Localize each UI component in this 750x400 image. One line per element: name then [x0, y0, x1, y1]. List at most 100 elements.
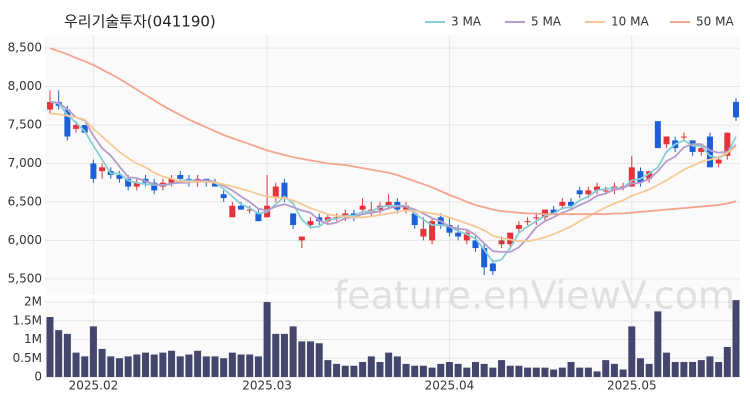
candle-body: [298, 236, 305, 241]
volume-bar: [194, 350, 202, 377]
volume-bar: [98, 348, 106, 377]
y-tick-label: 6,000: [8, 233, 42, 247]
volume-bar: [498, 360, 506, 377]
volume-bar: [228, 352, 236, 377]
y-tick-label: 8,000: [8, 79, 42, 93]
y-tick-label: 2M: [24, 295, 42, 309]
candle-body: [602, 190, 609, 192]
candle-body: [81, 125, 88, 133]
candle-body: [290, 213, 297, 225]
volume-bar: [584, 367, 592, 377]
volume-bar: [133, 354, 141, 377]
volume-bar: [480, 363, 488, 377]
volume-bar: [185, 354, 193, 377]
volume-bar: [376, 362, 384, 377]
candle-body: [594, 186, 601, 191]
volume-bar: [558, 367, 566, 377]
volume-bar: [419, 365, 427, 377]
candle-body: [463, 232, 470, 241]
candle-body: [385, 201, 392, 206]
y-tick-label: 7,500: [8, 118, 42, 132]
volume-bar: [524, 367, 532, 377]
candle-body: [116, 175, 123, 179]
candle-body: [272, 186, 279, 199]
volume-bar: [471, 362, 479, 377]
candle-body: [524, 221, 531, 223]
volume-bar: [307, 341, 315, 377]
candle-body: [663, 136, 670, 145]
y-tick-label: 8,500: [8, 41, 42, 55]
volume-bar: [732, 300, 740, 377]
volume-bar: [315, 343, 323, 377]
candle-body: [637, 171, 644, 183]
legend-label: 3 MA: [451, 15, 482, 29]
candle-body: [654, 121, 661, 149]
candle-body: [498, 240, 505, 245]
volume-bar: [55, 330, 63, 377]
volume-bar: [46, 317, 54, 377]
volume-bar: [333, 363, 341, 377]
volume-bar: [176, 356, 184, 377]
candle-body: [481, 248, 488, 268]
volume-bar: [280, 333, 288, 377]
candle-body: [489, 263, 496, 272]
volume-bar: [645, 363, 653, 377]
candle-body: [151, 182, 158, 191]
volume-bar: [636, 358, 644, 377]
candle-body: [238, 205, 245, 210]
chart-title: 우리기술투자(041190): [64, 13, 216, 31]
candle-body: [507, 232, 514, 245]
y-tick-label: 1M: [24, 332, 42, 346]
x-tick-label: 2025.05: [607, 379, 657, 393]
volume-bar: [298, 341, 306, 377]
volume-bar: [124, 356, 132, 377]
candle-body: [211, 182, 218, 187]
volume-bar: [567, 362, 575, 377]
volume-bar: [254, 356, 262, 377]
candle-body: [99, 167, 106, 172]
candle-body: [73, 125, 80, 129]
volume-bar: [211, 356, 219, 377]
candle-body: [715, 159, 722, 164]
volume-bar: [72, 352, 80, 377]
candle-body: [646, 171, 653, 179]
candle-body: [550, 209, 557, 214]
volume-bar: [532, 367, 540, 377]
volume-bar: [150, 354, 158, 377]
candle-body: [585, 190, 592, 195]
candle-body: [472, 240, 479, 249]
legend-label: 50 MA: [696, 15, 734, 29]
candle-body: [420, 228, 427, 237]
candle-body: [90, 163, 97, 179]
volume-bar: [89, 326, 97, 377]
volume-bar: [610, 363, 618, 377]
candle-body: [229, 205, 236, 218]
volume-bar: [402, 363, 410, 377]
volume-bar: [671, 362, 679, 377]
volume-bar: [723, 347, 731, 377]
volume-bar: [428, 367, 436, 377]
volume-bar: [142, 352, 150, 377]
x-tick-label: 2025.02: [69, 379, 119, 393]
volume-bar: [341, 365, 349, 377]
ma-line: [49, 101, 737, 253]
volume-bar: [63, 333, 71, 377]
volume-bar: [445, 362, 453, 377]
candle-body: [429, 221, 436, 241]
y-tick-label: 0.5M: [13, 351, 42, 365]
volume-bar: [680, 362, 688, 377]
y-tick-label: 1.5M: [13, 313, 42, 327]
volume-bar: [324, 360, 332, 377]
candle-body: [307, 221, 314, 225]
candle-body: [411, 213, 418, 225]
candle-body: [706, 136, 713, 168]
volume-bar: [359, 362, 367, 377]
legend-label: 5 MA: [531, 15, 562, 29]
volume-bar: [393, 356, 401, 377]
candle-body: [168, 178, 175, 183]
candle-body: [576, 190, 583, 195]
y-tick-label: 5,500: [8, 271, 42, 285]
volume-bar: [107, 356, 115, 377]
volume-bar: [663, 352, 671, 377]
